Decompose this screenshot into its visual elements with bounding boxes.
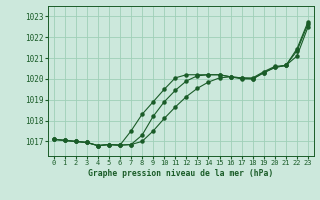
X-axis label: Graphe pression niveau de la mer (hPa): Graphe pression niveau de la mer (hPa) — [88, 169, 273, 178]
